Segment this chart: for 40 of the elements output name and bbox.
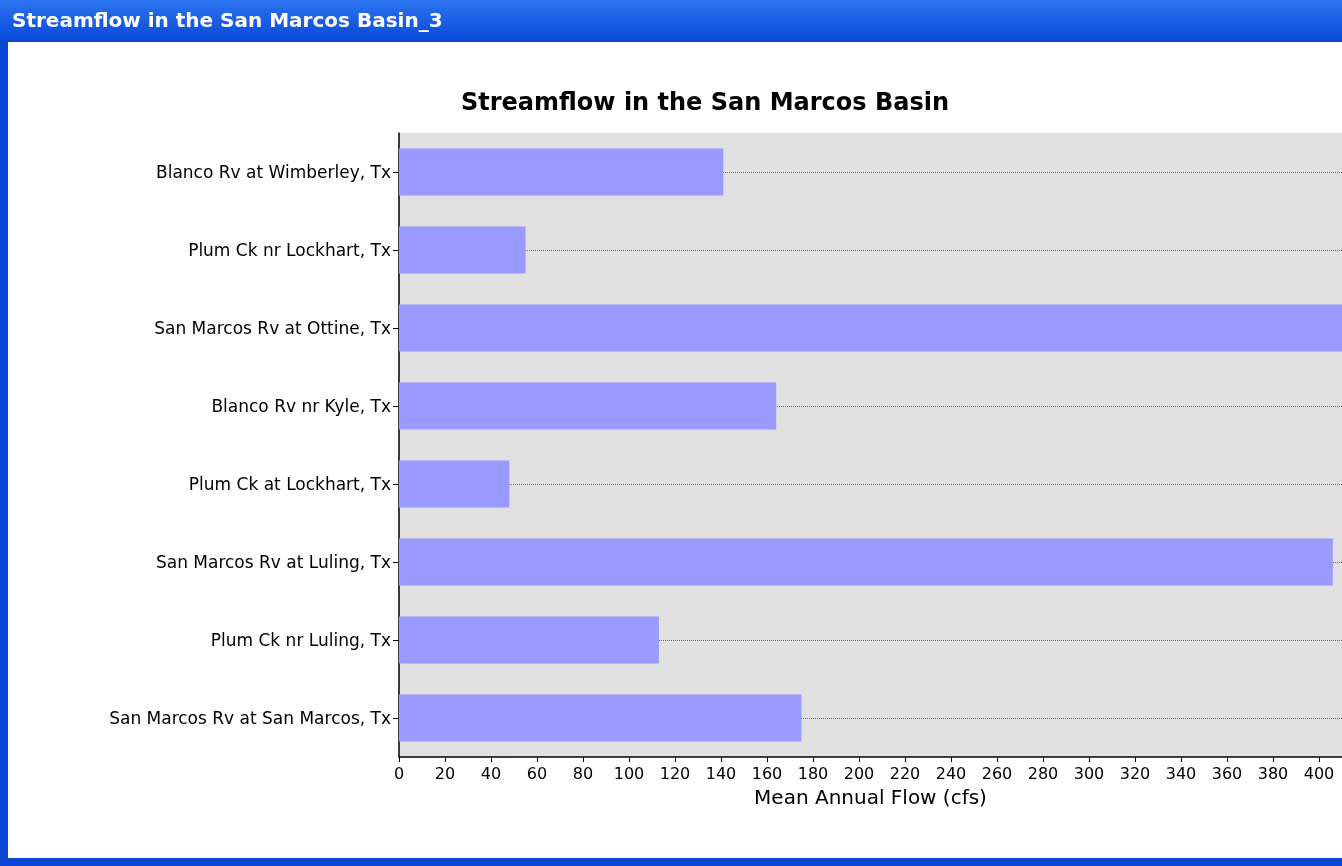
x-tick-label: 280 — [1027, 763, 1059, 783]
x-tick-label: 120 — [659, 763, 691, 783]
x-tick-label: 40 — [480, 763, 502, 783]
bar — [399, 148, 724, 196]
x-tick-label: 0 — [393, 763, 405, 783]
x-tick-label: 60 — [526, 763, 548, 783]
y-tick-label: Plum Ck nr Luling, Tx — [210, 630, 391, 650]
x-tick-label: 340 — [1165, 763, 1197, 783]
y-tick-label: San Marcos Rv at Luling, Tx — [155, 552, 391, 572]
x-tick-label: 360 — [1211, 763, 1243, 783]
y-tick-label: San Marcos Rv at San Marcos, Tx — [109, 708, 391, 728]
bar — [399, 616, 659, 664]
bar — [399, 304, 1342, 352]
y-tick-label: Blanco Rv nr Kyle, Tx — [211, 396, 391, 416]
bar — [399, 694, 802, 742]
x-tick-label: 300 — [1073, 763, 1105, 783]
bar — [399, 460, 510, 508]
x-tick-label: 240 — [935, 763, 967, 783]
bar — [399, 538, 1333, 586]
x-tick-label: 400 — [1303, 763, 1335, 783]
bar — [399, 226, 526, 274]
y-tick-label: Plum Ck at Lockhart, Tx — [188, 474, 391, 494]
y-tick-label: Plum Ck nr Lockhart, Tx — [188, 240, 391, 260]
x-tick-label: 100 — [613, 763, 645, 783]
text: Streamflow in the San Marcos Basin_3 — [12, 8, 443, 32]
x-tick-label: 180 — [797, 763, 829, 783]
x-tick-label: 20 — [434, 763, 456, 783]
bar — [399, 382, 777, 430]
x-axis-title: Mean Annual Flow (cfs) — [754, 785, 987, 809]
x-tick-label: 140 — [705, 763, 737, 783]
y-tick-label: Blanco Rv at Wimberley, Tx — [156, 162, 391, 182]
y-tick-label: San Marcos Rv at Ottine, Tx — [154, 318, 391, 338]
x-tick-label: 200 — [843, 763, 875, 783]
x-tick-label: 80 — [572, 763, 594, 783]
x-tick-label: 260 — [981, 763, 1013, 783]
x-tick-label: 320 — [1119, 763, 1151, 783]
x-tick-label: 160 — [751, 763, 783, 783]
x-tick-label: 220 — [889, 763, 921, 783]
x-tick-label: 380 — [1257, 763, 1289, 783]
chart-title: Streamflow in the San Marcos Basin — [460, 88, 950, 116]
